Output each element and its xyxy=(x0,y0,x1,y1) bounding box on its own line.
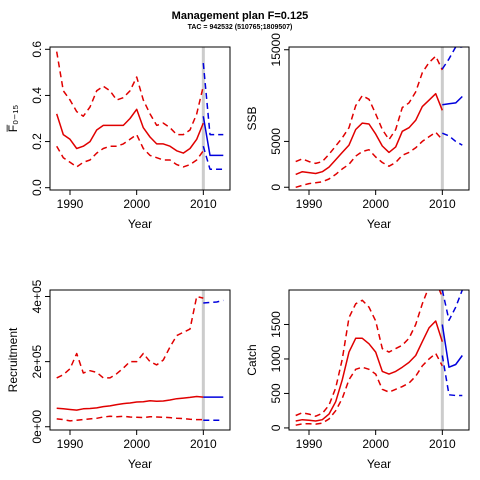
y-tick-label: 0.6 xyxy=(30,41,44,58)
y-axis-label: Recruitment xyxy=(6,327,20,392)
y-tick-label: 2e+05 xyxy=(30,344,44,378)
plot-frame xyxy=(288,46,470,191)
x-tick-label: 2000 xyxy=(362,197,389,211)
x-axis-label: Year xyxy=(367,217,391,231)
x-tick-label: 1990 xyxy=(296,197,323,211)
series-projection-lower xyxy=(441,355,463,397)
x-tick-label: 2010 xyxy=(190,437,217,451)
x-tick-label: 2010 xyxy=(429,437,456,451)
series-projection-median xyxy=(441,324,463,368)
series-historic-upper xyxy=(295,290,443,417)
y-tick-label: 0.2 xyxy=(30,133,44,150)
x-tick-label: 1990 xyxy=(57,437,84,451)
series-projection-upper xyxy=(441,290,464,322)
series-historic-lower xyxy=(56,133,204,168)
series-historic-median xyxy=(55,108,204,154)
x-tick-label: 2010 xyxy=(429,197,456,211)
x-tick-label: 2000 xyxy=(123,197,150,211)
series-historic-upper xyxy=(295,55,443,165)
chart-subtitle: TAC = 942532 (510765;1809507) xyxy=(187,24,293,31)
series-projection-median xyxy=(202,116,224,157)
x-tick-label: 2000 xyxy=(123,437,150,451)
y-tick-label: 0 xyxy=(269,424,283,431)
y-tick-label: 4e+05 xyxy=(30,279,44,313)
y-tick-label: 1000 xyxy=(269,345,283,372)
plot-frame xyxy=(49,46,231,191)
y-tick-label: 0 xyxy=(269,184,283,191)
series-group xyxy=(295,290,464,426)
series-projection-lower xyxy=(202,145,224,170)
series-historic-lower xyxy=(56,415,204,422)
series-historic-upper xyxy=(55,51,205,136)
panel-ssb: 1990 2000 2010 0 5000 15000 Year SSB xyxy=(245,33,470,231)
x-tick-label: 1990 xyxy=(296,437,323,451)
plot-frame xyxy=(49,289,231,431)
chart-title: Management plan F=0.125 xyxy=(171,10,309,22)
series-historic-lower xyxy=(295,352,443,426)
x-tick-label: 1990 xyxy=(57,197,84,211)
y-tick-label: 0.4 xyxy=(30,87,44,104)
x-tick-label: 2000 xyxy=(362,437,389,451)
y-tick-label: 1500 xyxy=(269,311,283,338)
series-projection-upper xyxy=(441,47,463,70)
series-projection-upper xyxy=(202,63,224,136)
panel-catch: 1990 2000 2010 0 500 1000 1500 Year Catch xyxy=(245,289,470,471)
y-tick-label: 5000 xyxy=(269,128,283,155)
y-tick-label: 0e+00 xyxy=(30,410,44,444)
series-historic-upper xyxy=(56,295,204,379)
series-group xyxy=(295,47,463,189)
plot-frame xyxy=(288,289,470,431)
y-axis-label: SSB xyxy=(245,106,259,130)
y-axis-label: Catch xyxy=(245,344,259,375)
y-tick-label: 15000 xyxy=(269,33,283,67)
series-historic-median xyxy=(295,320,444,422)
series-historic-median xyxy=(295,92,443,176)
y-tick-label: 500 xyxy=(269,383,283,403)
series-historic-median xyxy=(56,395,204,411)
panel-fbar: 1990 2000 2010 0.0 0.2 0.4 0.6 Year F̅₀₋₁₅ xyxy=(6,41,231,231)
x-axis-label: Year xyxy=(128,457,152,471)
series-projection-lower xyxy=(442,132,463,146)
x-tick-label: 2010 xyxy=(190,197,217,211)
x-axis-label: Year xyxy=(128,217,152,231)
series-group xyxy=(55,51,224,170)
series-group xyxy=(56,295,224,422)
series-projection-median xyxy=(442,95,463,106)
y-tick-label: 0.0 xyxy=(30,179,44,196)
series-historic-lower xyxy=(295,131,443,189)
series-projection-upper xyxy=(203,299,224,304)
y-axis-label: F̅₀₋₁₅ xyxy=(6,105,20,133)
x-axis-label: Year xyxy=(367,457,391,471)
panel-recruitment: 1990 2000 2010 0e+00 2e+05 4e+05 Year Recruitme… xyxy=(6,279,231,471)
